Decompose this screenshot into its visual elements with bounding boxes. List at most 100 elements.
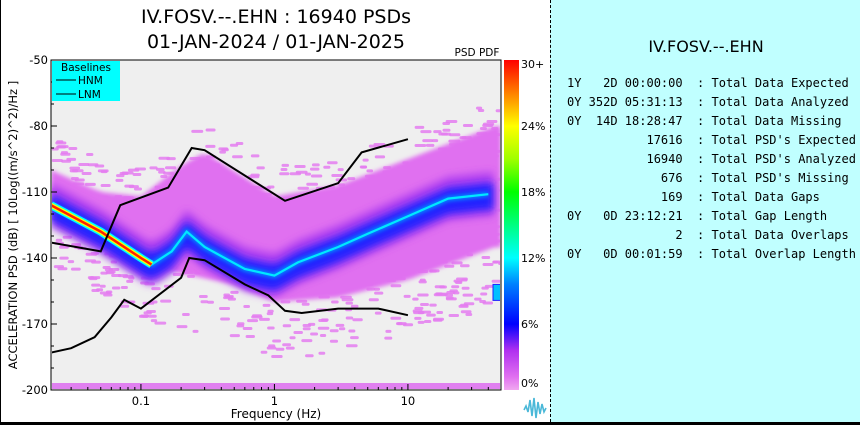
colorbar-tick-label: 12% — [521, 252, 545, 265]
density-cell — [390, 316, 402, 320]
density-cell — [229, 334, 240, 338]
density-cell — [309, 167, 320, 171]
density-cell — [498, 262, 500, 266]
density-core-blue — [52, 183, 494, 291]
density-cell — [340, 295, 352, 299]
density-cell — [120, 285, 128, 289]
legend: Baselines HNM LNM — [52, 61, 120, 101]
stat-label: : Total Data Expected — [682, 76, 849, 90]
density-cell — [88, 277, 98, 281]
density-cell — [133, 187, 142, 191]
stat-label: : Total PSD's Expected — [682, 133, 856, 147]
density-cell — [461, 278, 468, 282]
density-cell — [431, 139, 439, 143]
density-cell — [282, 324, 292, 328]
density-cell — [71, 243, 82, 247]
density-cell — [420, 130, 432, 134]
density-cell — [338, 327, 346, 331]
stat-label: : Total PSD's Analyzed — [682, 152, 856, 166]
density-cell — [449, 289, 458, 293]
stat-row: 1Y 2D 00:00:00 : Total Data Expected — [567, 76, 849, 90]
density-cell — [368, 298, 379, 302]
density-cell — [267, 309, 274, 313]
bottom-density-strip — [52, 383, 500, 389]
density-cell — [374, 311, 382, 315]
density-cell — [385, 329, 392, 333]
density-cell — [414, 125, 425, 129]
density-cell — [301, 339, 313, 343]
density-cell — [434, 285, 446, 289]
density-cell — [448, 314, 460, 318]
density-cell — [262, 303, 271, 307]
density-cell — [419, 278, 426, 282]
density-cell — [458, 304, 469, 308]
x-tick-label: 10 — [401, 394, 416, 408]
stat-row: 0Y 0D 23:12:21 : Total Gap Length — [567, 209, 827, 223]
stat-value: 0Y 0D 00:01:59 — [567, 247, 683, 261]
x-tick-label: 1 — [271, 394, 278, 408]
stat-row: 16940 : Total PSD's Analyzed — [567, 152, 856, 166]
y-axis-label: ACCELERATION PSD (dB) [ 10Log((m/s^2)^2)… — [6, 81, 20, 369]
density-cell — [155, 167, 165, 171]
density-cell — [453, 279, 463, 283]
density-cell — [191, 129, 204, 133]
density-cell — [318, 351, 326, 355]
density-cell — [345, 316, 354, 320]
stat-label: : Total PSD's Missing — [682, 171, 849, 185]
legend-title: Baselines — [61, 62, 111, 74]
density-cell — [132, 173, 142, 177]
density-cell — [160, 299, 172, 303]
stat-label: : Total Data Missing — [682, 114, 842, 128]
stat-row: 0Y 352D 05:31:13 : Total Data Analyzed — [567, 95, 849, 109]
density-cell — [374, 155, 386, 159]
density-cell — [359, 165, 368, 169]
density-cell — [311, 163, 320, 167]
density-cell — [477, 108, 485, 112]
density-cell — [267, 326, 275, 330]
stat-row: 0Y 0D 00:01:59 : Total Overlap Length — [567, 247, 856, 261]
density-cell — [70, 177, 79, 181]
stat-label: : Total Data Overlaps — [682, 228, 849, 242]
density-cell — [247, 319, 259, 323]
density-cell — [116, 174, 125, 178]
density-cell — [347, 177, 356, 181]
density-cell — [172, 272, 182, 276]
density-cell — [302, 323, 312, 327]
density-cell — [465, 312, 473, 316]
stat-label: : Total Gap Length — [682, 209, 828, 223]
density-cell — [337, 168, 344, 172]
density-cell — [285, 346, 295, 350]
density-cell — [279, 172, 290, 176]
density-cell — [345, 301, 353, 305]
streak-red — [52, 204, 153, 266]
density-cell — [445, 296, 454, 300]
stat-value: 17616 — [567, 133, 683, 147]
density-cell — [451, 285, 460, 289]
density-cell — [440, 132, 451, 136]
density-cell — [491, 279, 500, 283]
chart-subtitle: 01-JAN-2024 / 01-JAN-2025 — [146, 31, 406, 53]
baseline-lnm — [52, 256, 409, 354]
density-cell — [281, 163, 290, 167]
density-cell — [390, 284, 402, 288]
density-cell — [86, 153, 94, 157]
y-tick-label: -170 — [22, 317, 48, 331]
density-cell — [119, 304, 130, 308]
density-cell — [149, 166, 158, 170]
density-cell — [229, 143, 239, 147]
colorbar-tick-label: 24% — [521, 120, 545, 133]
density-cell — [289, 336, 296, 340]
stat-row: 17616 : Total PSD's Expected — [567, 133, 856, 147]
colorbar-tick-label: 0% — [521, 377, 538, 390]
stat-value: 676 — [567, 171, 683, 185]
stat-value: 1Y 2D 00:00:00 — [567, 76, 683, 90]
density-cell — [289, 318, 301, 322]
stat-row: 169 : Total Data Gaps — [567, 190, 820, 204]
stat-value: 0Y 352D 05:31:13 — [567, 95, 683, 109]
density-cell — [100, 183, 111, 187]
density-cell — [317, 326, 330, 330]
stat-value: 2 — [567, 228, 683, 242]
density-cell — [486, 119, 498, 123]
density-cell — [275, 347, 285, 351]
